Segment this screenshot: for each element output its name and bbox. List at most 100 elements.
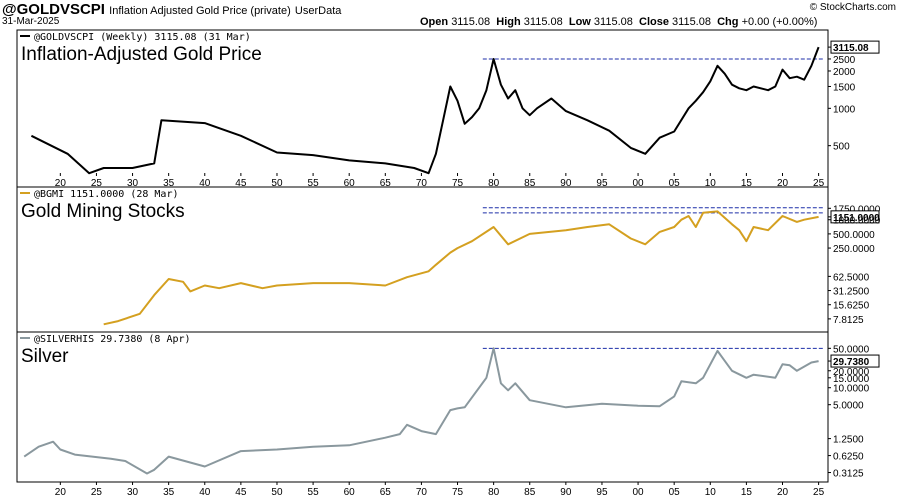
x-tick-label: 65 xyxy=(380,178,392,189)
legend-text: @BGMI 1151.0000 (28 Mar) xyxy=(34,189,179,200)
x-tick-label: 20 xyxy=(777,487,789,498)
x-tick-label: 70 xyxy=(416,178,428,189)
x-tick-label: 45 xyxy=(235,178,247,189)
close-label: Close xyxy=(639,16,669,28)
x-tick-label: 55 xyxy=(308,178,320,189)
x-tick-label: 75 xyxy=(452,487,464,498)
open-value: 3115.08 xyxy=(451,16,491,28)
x-tick-label: 80 xyxy=(488,178,500,189)
panel-legend: @GOLDVSCPI (Weekly) 3115.08 (31 Mar) xyxy=(20,32,251,43)
x-tick-label: 25 xyxy=(91,487,103,498)
panel-2: @BGMI 1151.0000 (28 Mar)Gold Mining Stoc… xyxy=(17,186,881,326)
y-tick-label: 31.2500 xyxy=(833,287,870,298)
x-tick-label: 05 xyxy=(669,178,681,189)
x-tick-label: 50 xyxy=(271,178,283,189)
x-tick-label: 05 xyxy=(669,487,681,498)
x-tick-label: 60 xyxy=(344,487,356,498)
panel-title: Gold Mining Stocks xyxy=(21,201,185,222)
x-tick-label: 10 xyxy=(705,487,717,498)
x-tick-label: 00 xyxy=(633,178,645,189)
y-tick-label: 500 xyxy=(833,142,850,153)
chart-date: 31-Mar-2025 xyxy=(2,16,60,27)
y-tick-label: 1500 xyxy=(833,82,856,93)
x-axis-bottom: 20 25 30 35 40 45 50 55 60 65 70 75 80 85 90 95 00 05 10 15… xyxy=(55,482,825,498)
x-tick-label: 20 xyxy=(55,178,67,189)
chg-label: Chg xyxy=(717,16,739,28)
x-tick-label: 40 xyxy=(199,487,211,498)
y-tick-label: 50.0000 xyxy=(833,344,870,355)
x-tick-label: 15 xyxy=(741,487,753,498)
y-tick-label: 1000.0000 xyxy=(833,216,881,227)
y-tick-label: 7.8125 xyxy=(833,315,864,326)
y-tick-label: 1.2500 xyxy=(833,435,864,446)
y-tick-label: 29.7380 xyxy=(833,357,870,368)
y-tick-label: 62.5000 xyxy=(833,272,870,283)
x-tick-label: 85 xyxy=(524,487,536,498)
low-value: 3115.08 xyxy=(593,16,633,28)
chg-value: +0.00 (+0.00%) xyxy=(741,16,818,28)
chart-frame xyxy=(16,29,829,483)
x-tick-label: 30 xyxy=(127,487,139,498)
y-tick-label: 20.0000 xyxy=(833,367,870,378)
last-value-box xyxy=(830,210,880,224)
symbol-subtitle: Inflation Adjusted Gold Price (private) xyxy=(109,5,291,17)
x-tick-label: 95 xyxy=(596,178,608,189)
symbol-title: @GOLDVSCPI Inflation Adjusted Gold Price… xyxy=(2,1,341,18)
y-tick-label: 0.6250 xyxy=(833,452,864,463)
ohlc-readout: Open 3115.08 High 3115.08 Low 3115.08 Cl… xyxy=(420,16,817,28)
last-value-box xyxy=(830,40,880,54)
low-label: Low xyxy=(568,16,591,28)
x-tick-label: 50 xyxy=(271,487,283,498)
x-tick-label: 40 xyxy=(199,178,211,189)
x-tick-label: 85 xyxy=(524,178,536,189)
x-tick-label: 30 xyxy=(127,178,139,189)
legend-text: @GOLDVSCPI (Weekly) 3115.08 (31 Mar) xyxy=(34,32,251,43)
panel-legend: @BGMI 1151.0000 (28 Mar) xyxy=(20,189,179,200)
x-tick-label: 55 xyxy=(308,487,320,498)
y-tick-label: 10.0000 xyxy=(833,384,870,395)
x-tick-label: 25 xyxy=(813,487,825,498)
series-line xyxy=(103,210,819,326)
symbol: @GOLDVSCPI xyxy=(2,1,105,18)
high-label: High xyxy=(496,16,521,28)
copyright: © StockCharts.com xyxy=(809,2,896,13)
x-tick-label: 10 xyxy=(705,178,717,189)
close-value: 3115.08 xyxy=(672,16,711,28)
panel-title: Inflation-Adjusted Gold Price xyxy=(21,44,262,65)
high-value: 3115.08 xyxy=(523,16,563,28)
panel-1: @GOLDVSCPI (Weekly) 3115.08 (31 Mar)Infl… xyxy=(20,32,880,175)
panel-title: Silver xyxy=(21,346,69,367)
y-tick-label: 2000 xyxy=(833,67,856,78)
y-tick-label: 1000 xyxy=(833,104,856,115)
y-tick-label: 500.0000 xyxy=(833,230,875,241)
x-tick-label: 80 xyxy=(488,487,500,498)
series-line xyxy=(23,347,819,475)
userdata-label: UserData xyxy=(294,5,342,17)
x-tick-label: 65 xyxy=(380,487,392,498)
y-tick-label: 3115.08 xyxy=(833,43,869,54)
y-tick-label: 15.6250 xyxy=(833,301,870,312)
series-line xyxy=(30,46,820,175)
y-tick-label: 2500 xyxy=(833,55,856,66)
y-tick-label: 250.0000 xyxy=(833,244,875,255)
panel-legend: @SILVERHIS 29.7380 (8 Apr) xyxy=(20,334,191,345)
x-tick-label: 35 xyxy=(163,487,175,498)
x-tick-label: 70 xyxy=(416,487,428,498)
x-tick-label: 20 xyxy=(777,178,789,189)
x-tick-label: 60 xyxy=(344,178,356,189)
y-tick-label: 1750.0000 xyxy=(833,204,881,215)
legend-text: @SILVERHIS 29.7380 (8 Apr) xyxy=(34,334,191,345)
y-tick-label: 0.3125 xyxy=(833,469,864,480)
x-tick-label: 15 xyxy=(741,178,753,189)
x-tick-label: 75 xyxy=(452,178,464,189)
chart-header: @GOLDVSCPI Inflation Adjusted Gold Price… xyxy=(0,0,900,30)
y-tick-label: 15.0000 xyxy=(833,374,870,385)
y-tick-label: 5.0000 xyxy=(833,401,864,412)
x-tick-label: 25 xyxy=(813,178,825,189)
x-tick-label: 25 xyxy=(91,178,103,189)
x-tick-label: 35 xyxy=(163,178,175,189)
